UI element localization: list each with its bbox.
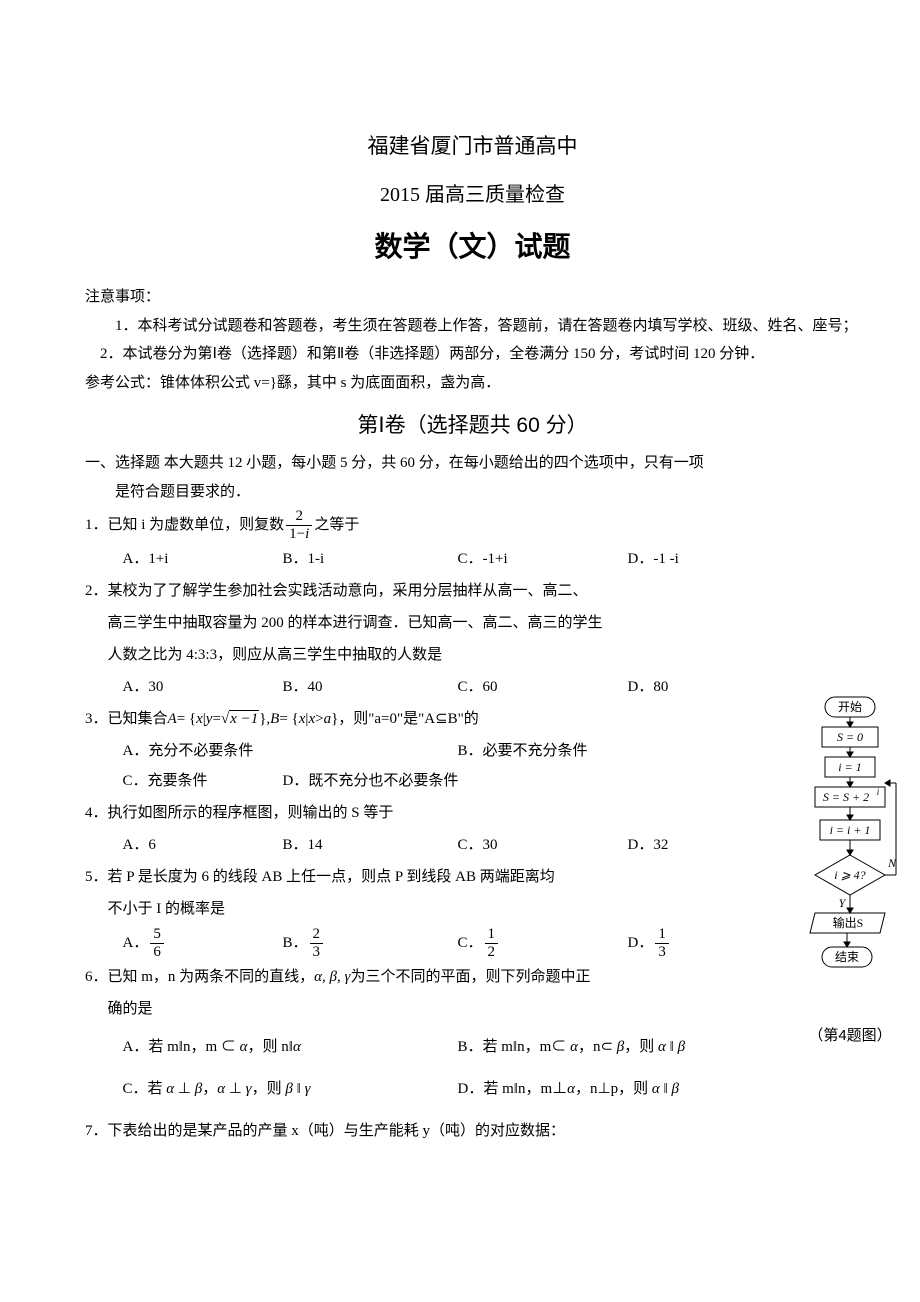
q6-opt-c: C．若 α ⊥ β，α ⊥ γ，则 β ‖ γ (123, 1074, 458, 1104)
q1-opt-b: B．1-i (283, 544, 458, 574)
flowchart-figure: 开始 S = 0 i = 1 S = S + 2 i i = i + 1 i ⩾… (800, 695, 900, 1045)
section-1-title: 第Ⅰ卷（选择题共 60 分） (85, 409, 860, 439)
q5-opt-d: D．13 (628, 926, 671, 960)
q4-opt-d: D．32 (628, 830, 669, 860)
q6-options-ab: A．若 m‖n，m ⊂ α，则 n‖α B．若 m‖n，m⊂ α，n⊂ β，则 … (85, 1032, 860, 1062)
q2-opt-b: B．40 (283, 672, 458, 702)
q6-options-cd: C．若 α ⊥ β，α ⊥ γ，则 β ‖ γ D．若 m‖n，m⊥α，n⊥p，… (85, 1074, 860, 1104)
q3-eq5: } (331, 704, 338, 734)
fc-s0: S = 0 (837, 730, 863, 744)
q3-gt: > (315, 704, 323, 734)
q3-x2: x (299, 704, 306, 734)
q3-sqrt: √x −1 (221, 704, 259, 734)
q3-x1: x (196, 704, 203, 734)
question-6: 6．已知 m，n 为两条不同的直线，α, β, γ为三个不同的平面，则下列命题中… (85, 962, 740, 992)
exam-title: 数学（文）试题 (85, 225, 860, 265)
section-1-intro-2: 是符合题目要求的． (85, 478, 860, 507)
q6-stem-a: 6．已知 m，n 为两条不同的直线， (85, 969, 314, 985)
question-3: 3．已知集合 A = { x | y = √x −1 }, B = { x | … (85, 704, 740, 734)
q5-options: A．56 B．23 C．12 D．13 (85, 926, 740, 960)
q4-opt-b: B．14 (283, 830, 458, 860)
fc-y: Y (839, 896, 847, 910)
q6-opt-d: D．若 m‖n，m⊥α，n⊥p，则 α ‖ β (458, 1074, 679, 1104)
q1-stem-a: 1．已知 i 为虚数单位，则复数 (85, 510, 284, 540)
q1-options: A．1+i B．1-i C．-1+i D．-1 -i (85, 544, 860, 574)
q6-greek: α, β, γ (314, 969, 350, 985)
flowchart-caption: （第4题图） (800, 1024, 900, 1045)
q1-frac-den: 1−i (286, 526, 312, 543)
q3-opt-d: D．既不充分也不必要条件 (283, 766, 459, 796)
q3-eq1: = { (177, 704, 196, 734)
fc-start: 开始 (838, 700, 862, 714)
q2-opt-d: D．80 (628, 672, 669, 702)
school-header: 福建省厦门市普通高中 (85, 130, 860, 160)
q3-eq2: = (212, 704, 220, 734)
q3-eq4: = { (279, 704, 298, 734)
fc-ss: S = S + 2 (823, 790, 869, 804)
fc-end: 结束 (835, 950, 859, 964)
q5-opt-b: B．23 (283, 926, 458, 960)
q3-options-cd: C．充要条件 D．既不充分也不必要条件 (85, 766, 740, 796)
question-1: 1．已知 i 为虚数单位，则复数 2 1−i 之等于 (85, 508, 860, 542)
q1-opt-d: D．-1 -i (628, 544, 679, 574)
year-header: 2015 届高三质量检查 (85, 178, 860, 207)
formula-note: 参考公式：锥体体积公式 v=}繇，其中 s 为底面面积，盏为高． (85, 369, 860, 398)
q3-A: A (168, 704, 177, 734)
q3-y1: y (206, 704, 213, 734)
q5-opt-c: C．12 (458, 926, 628, 960)
q2-line2: 高三学生中抽取容量为 200 的样本进行调查．已知高一、高二、高三的学生 (85, 608, 740, 638)
q3-a: a (324, 704, 332, 734)
q6-stem-b: 为三个不同的平面，则下列命题中正 (350, 969, 590, 985)
q3-x3: x (308, 704, 315, 734)
fc-n: N (887, 856, 897, 870)
notice-item-2: 2．本试卷分为第Ⅰ卷（选择题）和第Ⅱ卷（非选择题）两部分，全卷满分 150 分，… (85, 340, 860, 369)
q2-opt-a: A．30 (123, 672, 283, 702)
q2-options: A．30 B．40 C．60 D．80 (85, 672, 740, 702)
q3-options-ab: A．充分不必要条件 B．必要不充分条件 (85, 736, 740, 766)
question-7: 7．下表给出的是某产品的产量 x（吨）与生产能耗 y（吨）的对应数据： (85, 1116, 860, 1146)
q1-opt-a: A．1+i (123, 544, 283, 574)
fc-i1: i = 1 (838, 760, 861, 774)
notice-item-1: 1．本科考试分试题卷和答题卷，考生须在答题卷上作答，答题前，请在答题卷内填写学校… (85, 312, 860, 341)
q4-options: A．6 B．14 C．30 D．32 (85, 830, 740, 860)
q1-stem-b: 之等于 (314, 510, 359, 540)
q3-B: B (270, 704, 279, 734)
q3-opt-c: C．充要条件 (123, 766, 283, 796)
section-1-intro-1: 一、选择题 本大题共 12 小题，每小题 5 分，共 60 分，在每小题给出的四… (85, 449, 860, 478)
notice-label: 注意事项： (85, 283, 860, 312)
fc-ss-sup: i (877, 787, 880, 797)
q1-frac-num: 2 (286, 508, 312, 526)
q1-opt-c: C．-1+i (458, 544, 628, 574)
fc-ii: i = i + 1 (830, 823, 871, 837)
q3-stem-b: ，则"a=0"是"A⊆B"的 (338, 704, 479, 734)
q3-stem-a: 3．已知集合 (85, 704, 168, 734)
q4-opt-c: C．30 (458, 830, 628, 860)
question-4: 4．执行如图所示的程序框图，则输出的 S 等于 (85, 798, 740, 828)
q5-opt-a: A．56 (123, 926, 283, 960)
q1-fraction: 2 1−i (286, 508, 312, 542)
q5-line2: 不小于 I 的概率是 (85, 894, 740, 924)
fc-cond: i ⩾ 4? (834, 868, 865, 882)
q3-eq3: }, (259, 704, 270, 734)
q2-line1: 2．某校为了了解学生参加社会实践活动意向，采用分层抽样从高一、高二、 (85, 576, 740, 606)
q3-opt-b: B．必要不充分条件 (458, 736, 588, 766)
q2-line3: 人数之比为 4:3:3，则应从高三学生中抽取的人数是 (85, 640, 740, 670)
q2-opt-c: C．60 (458, 672, 628, 702)
fc-out: 输出S (833, 915, 864, 930)
q5-line1: 5．若 P 是长度为 6 的线段 AB 上任一点，则点 P 到线段 AB 两端距… (85, 862, 740, 892)
flowchart-svg: 开始 S = 0 i = 1 S = S + 2 i i = i + 1 i ⩾… (800, 695, 900, 1015)
q3-opt-a: A．充分不必要条件 (123, 736, 458, 766)
q6-opt-a: A．若 m‖n，m ⊂ α，则 n‖α (123, 1032, 458, 1062)
q6-line2: 确的是 (85, 994, 740, 1024)
q6-opt-b: B．若 m‖n，m⊂ α，n⊂ β，则 α ‖ β (458, 1032, 686, 1062)
q4-opt-a: A．6 (123, 830, 283, 860)
